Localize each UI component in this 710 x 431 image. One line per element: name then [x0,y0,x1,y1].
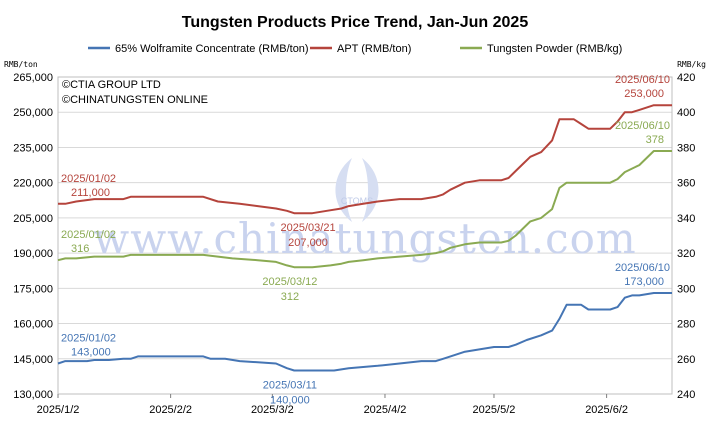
y-right-tick-label: 400 [677,107,695,119]
x-tick-label: 2025/5/2 [473,404,516,416]
legend-label-2: APT (RMB/ton) [337,43,411,55]
left-axis-unit: RMB/ton [4,60,38,69]
axes: 265,000 420 250,000 400 235,000 380 220,000 360… [13,72,695,416]
y-right-tick-label: 300 [677,283,695,295]
y-left-tick-label: 205,000 [13,213,53,225]
copyright-line-1: ©CTIA GROUP LTD [62,79,161,91]
y-left-tick-label: 160,000 [13,319,53,331]
y-left-tick-label: 235,000 [13,142,53,154]
y-left-tick-label: 145,000 [13,354,53,366]
y-right-tick-label: 340 [677,213,695,225]
annotation-date: 2025/03/21 [281,222,336,234]
plot-area-border [57,76,673,395]
copyright-line-2: ©CHINATUNGSTEN ONLINE [62,94,208,106]
x-tick-label: 2025/1/2 [37,404,80,416]
series-line-1 [57,292,672,372]
y-right-tick-label: 320 [677,248,695,260]
annotation-value: 253,000 [624,88,664,100]
x-tick-label: 2025/3/2 [251,404,294,416]
legend-label-3: Tungsten Powder (RMB/kg) [487,43,622,55]
y-left-tick-label: 265,000 [13,72,53,84]
watermark-logo-text: CTOMS [341,196,373,206]
annotation-value: 378 [646,134,664,146]
y-right-tick-label: 240 [677,389,695,401]
annotation-date: 2025/06/10 [615,262,670,274]
chart-title: Tungsten Products Price Trend, Jan-Jun 2… [182,14,529,31]
x-tick-label: 2025/6/2 [585,404,628,416]
annotation-date: 2025/01/02 [61,229,116,241]
series-line-2 [58,104,672,215]
y-right-tick-label: 420 [677,72,695,84]
right-axis-unit: RMB/kg [677,60,706,69]
y-left-tick-label: 250,000 [13,107,53,119]
watermark-logo-icon: CTOMS [335,158,379,222]
annotation-value: 173,000 [624,276,664,288]
series-line-3 [57,150,672,269]
y-left-tick-label: 190,000 [13,248,53,260]
annotation-date: 2025/06/10 [615,74,670,86]
gridlines [58,111,672,360]
x-tick-label: 2025/2/2 [149,404,192,416]
y-right-tick-label: 380 [677,142,695,154]
annotation-value: 316 [71,243,89,255]
series-lines [57,104,672,372]
legend-label-1: 65% Wolframite Concentrate (RMB/ton) [115,43,309,55]
annotation-date: 2025/06/10 [615,120,670,132]
annotation-date: 2025/01/02 [61,332,116,344]
annotation-value: 143,000 [71,346,111,358]
y-right-tick-label: 360 [677,178,695,190]
annotations: 2025/01/02 211,000 2025/03/21 207,000 2025/0… [61,74,670,406]
annotation-value: 312 [281,291,299,303]
x-tick-label: 2025/4/2 [364,404,407,416]
y-left-tick-label: 130,000 [13,389,53,401]
legend: 65% Wolframite Concentrate (RMB/ton) APT … [88,43,622,55]
y-right-tick-label: 260 [677,354,695,366]
annotation-date: 2025/01/02 [61,173,116,185]
y-right-tick-label: 280 [677,319,695,331]
y-left-tick-label: 220,000 [13,178,53,190]
annotation-date: 2025/03/12 [262,276,317,288]
y-left-tick-label: 175,000 [13,283,53,295]
watermark: CTOMS www.chinatungsten.com [93,158,636,263]
annotation-date: 2025/03/11 [263,380,317,392]
annotation-value: 207,000 [288,237,328,249]
annotation-value: 211,000 [71,187,110,199]
annotation-value: 140,000 [270,395,310,407]
